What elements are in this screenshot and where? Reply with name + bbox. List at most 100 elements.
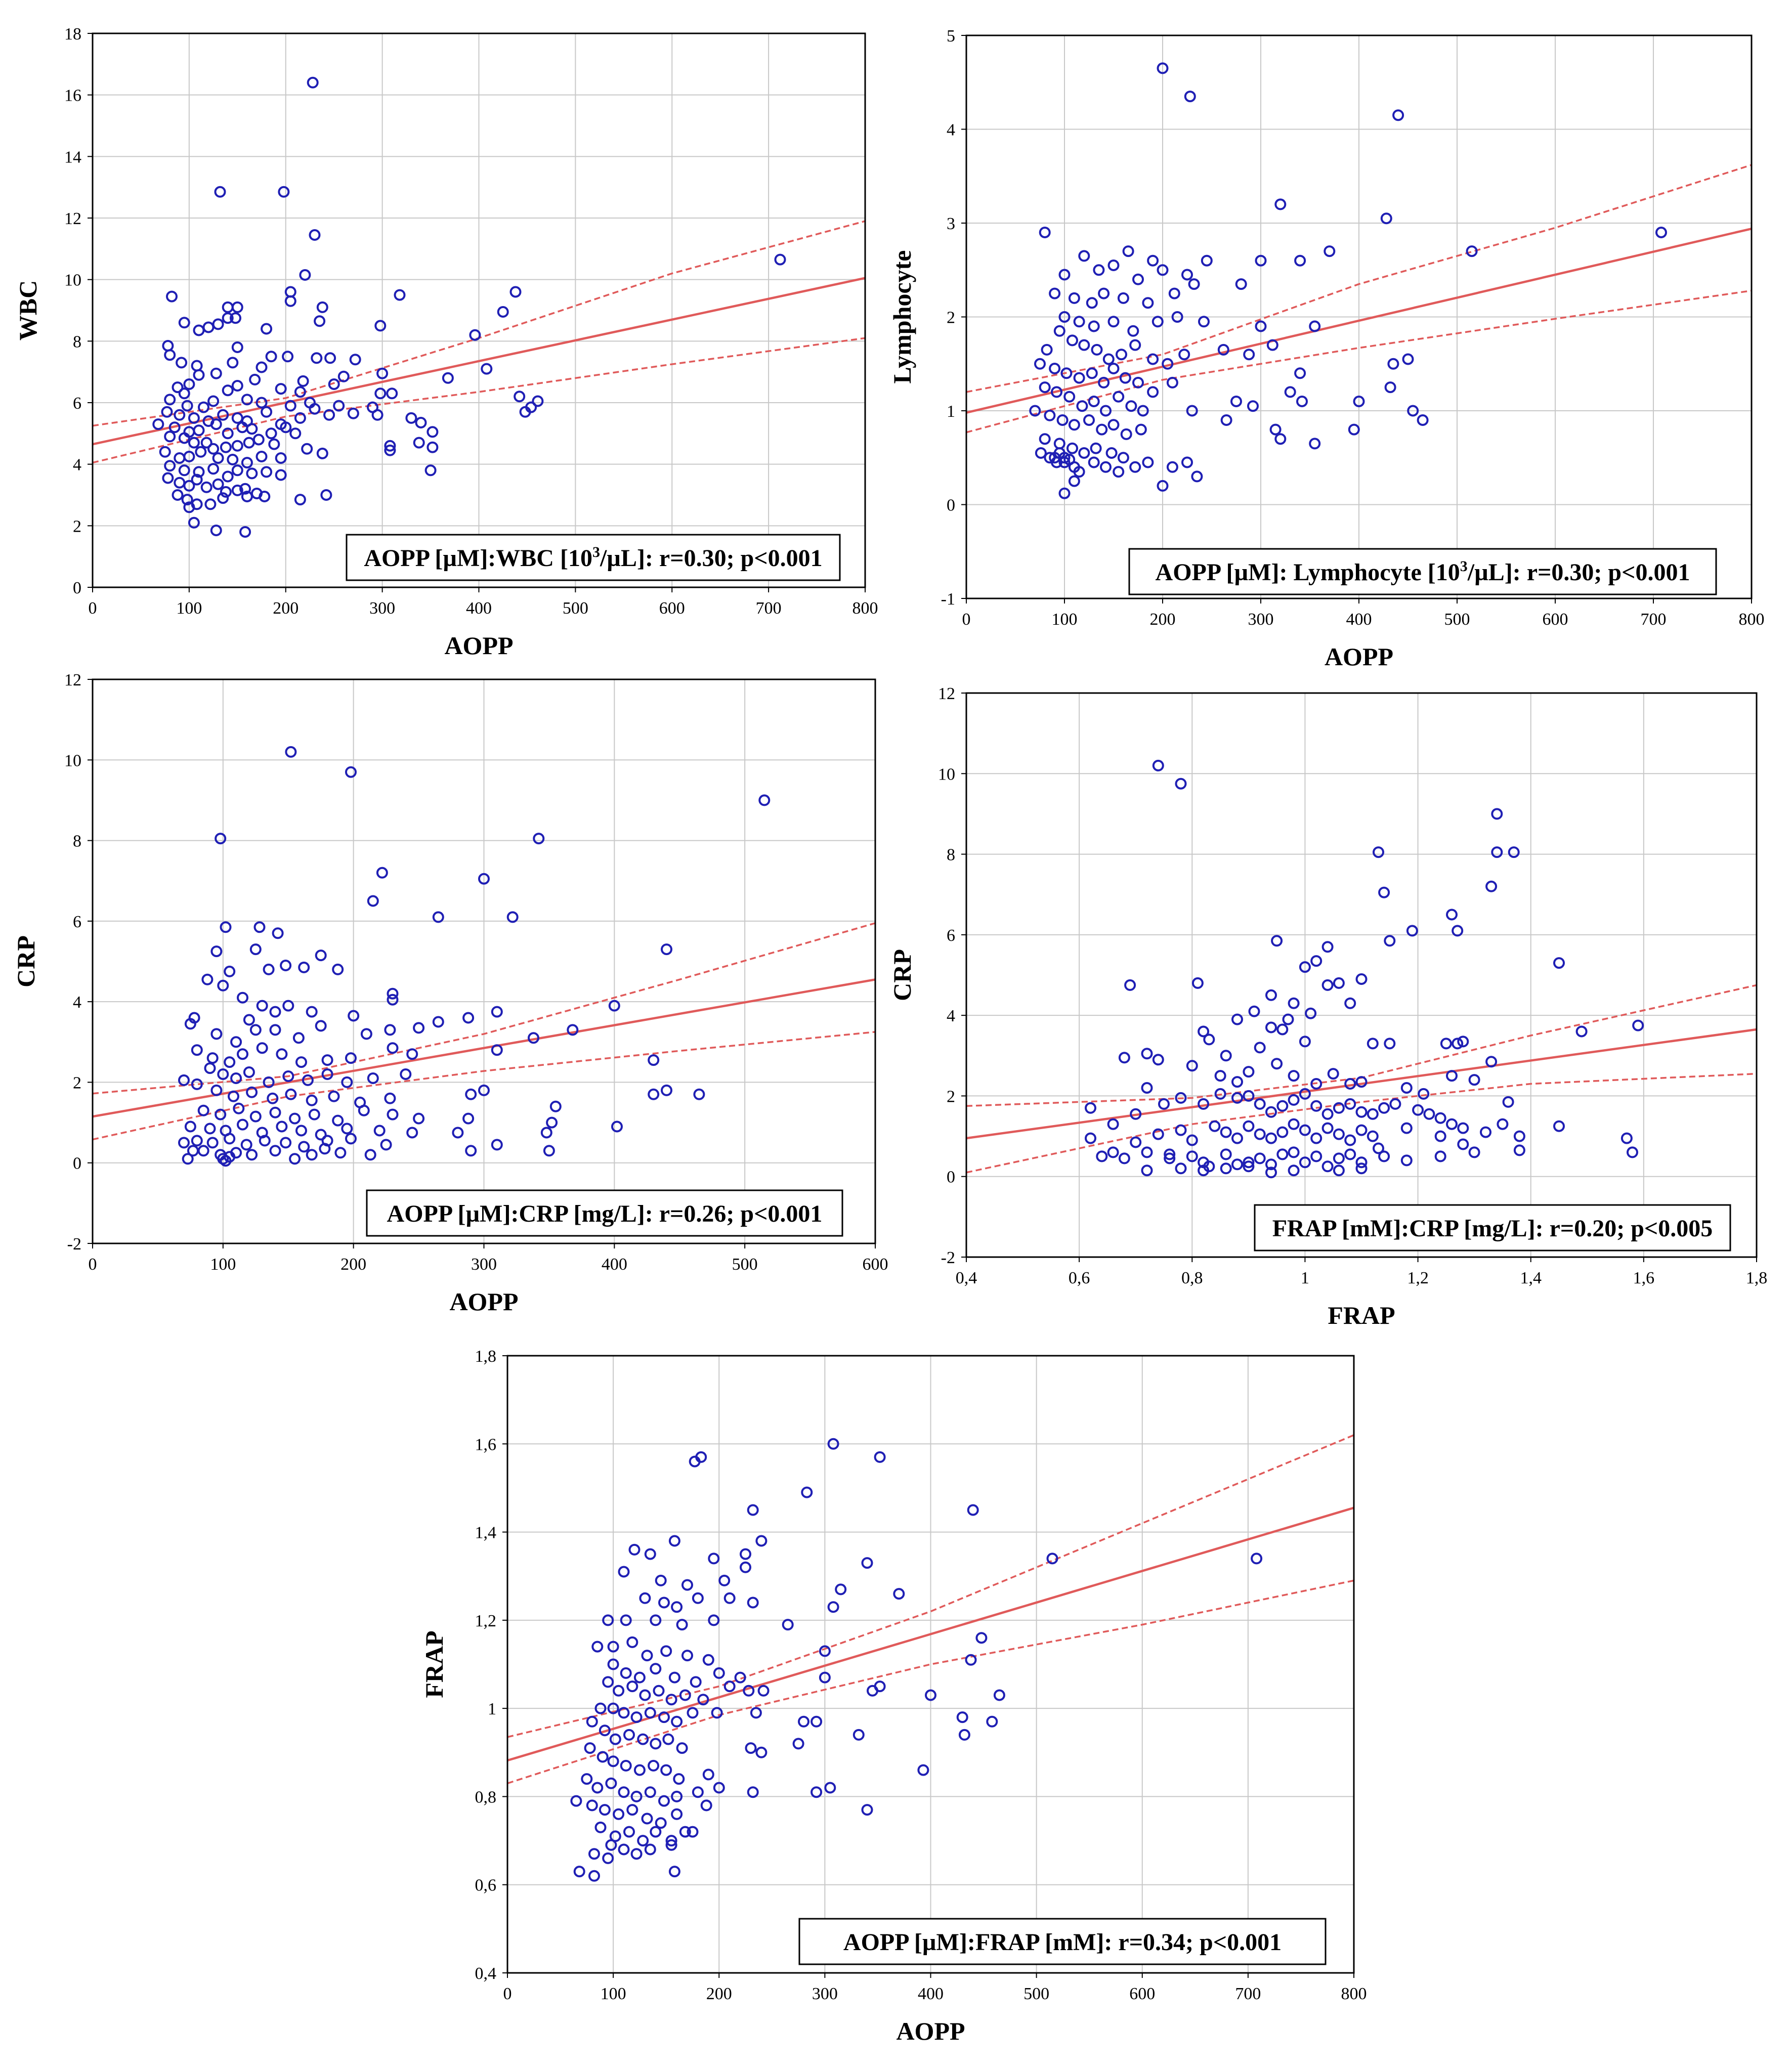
data-point: [641, 1650, 653, 1662]
data-point: [424, 464, 437, 477]
data-point: [215, 833, 227, 845]
data-point: [658, 1795, 670, 1807]
data-point: [1063, 454, 1076, 465]
data-point: [1127, 325, 1139, 337]
data-point: [1198, 1025, 1210, 1038]
data-point: [220, 486, 232, 498]
data-point: [708, 1553, 720, 1565]
data-point: [386, 387, 398, 400]
y-tick-label: 16: [64, 87, 81, 105]
data-point: [607, 1755, 619, 1768]
data-point: [1152, 759, 1164, 771]
data-point: [311, 352, 323, 364]
x-tick-label: 500: [1444, 610, 1470, 629]
data-point: [540, 1127, 552, 1139]
data-point: [1100, 461, 1112, 473]
x-tick-label: 1,4: [1520, 1269, 1542, 1287]
data-point: [195, 446, 207, 458]
x-tick-label: 400: [602, 1255, 627, 1274]
confidence-band-lower: [93, 1031, 875, 1141]
data-point: [1220, 1126, 1232, 1138]
data-point: [188, 412, 200, 424]
data-point: [200, 437, 212, 449]
annotation-text-rest: /µL]: r=0.30; p<0.001: [600, 545, 823, 572]
data-point: [481, 363, 493, 375]
data-point: [1068, 419, 1080, 431]
data-point: [653, 1685, 665, 1697]
data-layer: [966, 759, 1757, 1179]
data-point: [1355, 1124, 1368, 1136]
data-point: [1294, 254, 1306, 267]
data-point: [384, 1024, 396, 1036]
data-point: [1147, 386, 1159, 398]
data-point: [861, 1804, 873, 1816]
data-point: [1107, 260, 1120, 271]
plot-frame: [92, 32, 866, 588]
x-tick-label: 0,6: [1069, 1269, 1090, 1287]
data-point: [1181, 456, 1193, 468]
data-point: [1457, 1138, 1469, 1150]
data-point: [1231, 1076, 1243, 1088]
data-point: [1158, 1098, 1170, 1110]
data-point: [1135, 423, 1147, 436]
data-point: [193, 466, 205, 478]
data-point: [1083, 414, 1095, 426]
data-point: [607, 1658, 619, 1670]
x-tick-label: 700: [1641, 610, 1667, 629]
y-tick-label: 0,6: [475, 1876, 497, 1895]
data-point: [202, 321, 215, 333]
data-point: [506, 911, 519, 923]
data-point: [740, 1561, 751, 1573]
data-point: [1355, 1162, 1368, 1175]
y-tick-label: 8: [73, 332, 81, 351]
data-point: [1508, 846, 1520, 858]
data-point: [613, 1685, 625, 1697]
data-point: [306, 1006, 318, 1018]
data-point: [230, 1147, 242, 1159]
data-point: [278, 186, 290, 198]
data-point: [267, 1092, 279, 1104]
data-point: [798, 1715, 809, 1728]
annotation-text: FRAP [mM]:CRP [mg/L]: r=0.20; p<0.005: [1272, 1215, 1713, 1242]
data-point: [1220, 414, 1232, 426]
y-tick-label: 4: [73, 456, 81, 475]
data-point: [256, 1042, 268, 1054]
x-tick-label: 1: [1301, 1269, 1309, 1287]
data-point: [207, 395, 220, 407]
data-point: [345, 1133, 357, 1145]
data-point: [671, 1715, 683, 1728]
data-point: [810, 1715, 823, 1728]
data-point: [596, 1751, 609, 1763]
data-point: [1288, 1146, 1300, 1158]
data-point: [1327, 1068, 1339, 1080]
data-point: [1107, 1118, 1119, 1130]
data-point: [1271, 935, 1283, 947]
data-point: [801, 1486, 813, 1498]
data-point: [584, 1742, 596, 1754]
data-point: [1333, 977, 1345, 989]
data-point: [237, 1118, 248, 1131]
data-point: [671, 1601, 683, 1613]
data-point: [220, 921, 232, 933]
data-point: [491, 1006, 503, 1018]
data-point: [1355, 1106, 1368, 1118]
data-point: [1058, 269, 1071, 281]
data-point: [224, 1133, 236, 1145]
data-point: [1117, 292, 1129, 304]
data-point: [668, 1866, 680, 1878]
data-point: [1513, 1144, 1525, 1156]
confidence-band-upper: [966, 164, 1752, 393]
data-point: [1324, 245, 1336, 257]
data-point: [1254, 1152, 1266, 1165]
data-point: [1044, 409, 1056, 421]
data-point: [607, 1702, 619, 1714]
data-point: [1141, 1146, 1153, 1158]
data-point: [376, 867, 388, 879]
data-point: [1198, 316, 1210, 328]
data-point: [240, 1139, 252, 1151]
data-point: [1373, 846, 1384, 858]
data-point: [1152, 1128, 1164, 1140]
data-point: [1147, 254, 1159, 267]
y-tick-label: 0: [947, 1168, 955, 1187]
data-point: [1468, 1146, 1480, 1158]
